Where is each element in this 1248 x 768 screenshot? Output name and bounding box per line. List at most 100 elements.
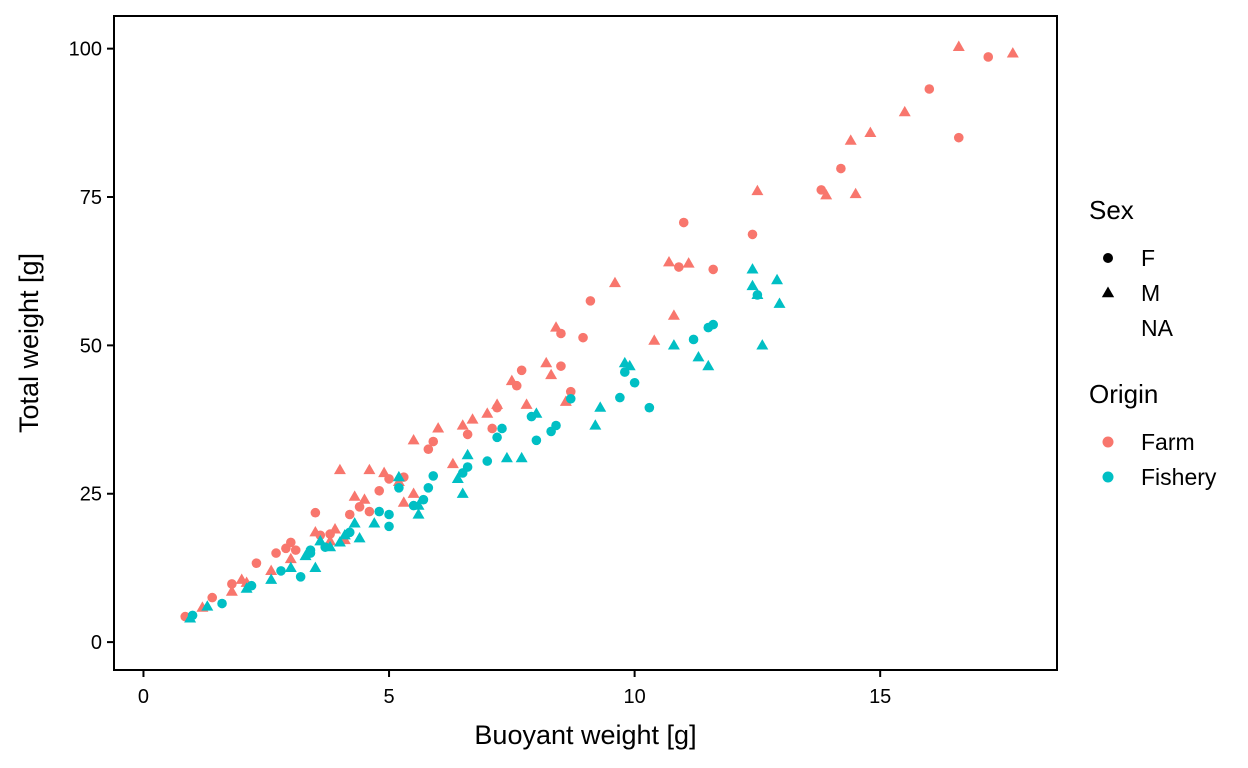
- data-point-fishery-f: [565, 393, 576, 404]
- data-point-farm-m: [491, 398, 504, 409]
- data-point-farm-f: [310, 507, 321, 518]
- data-point-fishery-f: [217, 598, 227, 609]
- y-tick-label: 100: [69, 39, 102, 61]
- data-point-fishery-m: [265, 573, 278, 584]
- data-point-fishery-m: [392, 470, 405, 482]
- data-point-farm-m: [682, 257, 695, 268]
- data-point-fishery-m: [746, 263, 759, 274]
- data-point-farm-f: [251, 558, 262, 568]
- data-point-farm-m: [820, 188, 833, 200]
- legend-symbol-fishery: [1102, 471, 1114, 483]
- data-point-farm-m: [363, 463, 376, 475]
- data-point-farm-f: [556, 361, 566, 371]
- data-point-farm-f: [924, 84, 935, 94]
- data-point-farm-m: [466, 413, 479, 424]
- legend-title-origin: Origin: [1089, 379, 1158, 409]
- data-point-fishery-m: [284, 561, 297, 573]
- legend-symbol-circle: [1103, 253, 1113, 263]
- data-point-farm-m: [751, 184, 764, 196]
- y-axis-title: Total weight [g]: [14, 253, 44, 433]
- data-point-farm-m: [663, 255, 675, 267]
- data-point-fishery-f: [428, 471, 439, 481]
- data-point-farm-m: [608, 276, 621, 288]
- data-point-fishery-f: [418, 494, 429, 505]
- data-point-farm-f: [462, 429, 473, 440]
- data-point-farm-m: [432, 422, 445, 433]
- data-point-fishery-m: [184, 612, 197, 623]
- data-point-farm-f: [271, 548, 281, 558]
- data-point-farm-m: [952, 40, 965, 51]
- data-point-farm-f: [207, 592, 218, 603]
- legend-symbol-triangle: [1101, 286, 1115, 298]
- data-point-farm-m: [1006, 47, 1019, 58]
- data-point-farm-m: [898, 105, 911, 117]
- data-point-fishery-m: [589, 419, 602, 430]
- data-point-fishery-m: [412, 508, 425, 519]
- legend-label-origin: Fishery: [1141, 464, 1217, 490]
- data-point-farm-m: [284, 552, 297, 564]
- data-point-farm-m: [333, 463, 346, 475]
- data-point-fishery-m: [594, 401, 607, 412]
- data-point-fishery-m: [773, 297, 786, 308]
- x-tick-label: 15: [869, 686, 891, 708]
- data-point-fishery-f: [384, 521, 394, 532]
- data-point-farm-f: [816, 185, 827, 195]
- data-point-farm-m: [550, 321, 563, 332]
- data-point-farm-m: [849, 187, 862, 199]
- x-tick-label: 5: [383, 686, 394, 708]
- data-point-fishery-f: [546, 426, 556, 437]
- data-point-fishery-m: [314, 534, 327, 546]
- data-point-farm-f: [565, 386, 576, 397]
- legend-label-sex: M: [1141, 280, 1160, 306]
- data-point-farm-f: [674, 262, 684, 272]
- data-point-fishery-m: [299, 549, 312, 561]
- data-point-farm-m: [545, 368, 558, 380]
- legend: Sex Origin FM NA Farm Fishery: [1089, 195, 1217, 490]
- data-point-fishery-f: [276, 566, 286, 576]
- data-point-fishery-f: [394, 483, 404, 493]
- data-point-fishery-m: [667, 339, 680, 350]
- data-point-fishery-f: [629, 377, 640, 388]
- data-point-fishery-m: [751, 288, 764, 300]
- legend-label-sex: F: [1141, 245, 1155, 271]
- data-point-farm-f: [364, 506, 375, 517]
- data-point-fishery-m: [333, 536, 346, 547]
- data-point-farm-f: [516, 365, 527, 376]
- legend-title-sex: Sex: [1089, 195, 1134, 225]
- data-point-farm-f: [227, 579, 237, 589]
- data-point-farm-f: [678, 217, 689, 228]
- data-point-fishery-f: [384, 509, 394, 520]
- data-point-fishery-m: [515, 451, 528, 463]
- data-point-farm-f: [585, 296, 596, 306]
- data-point-fishery-m: [771, 273, 784, 285]
- data-point-farm-f: [836, 163, 846, 174]
- data-point-farm-m: [446, 457, 459, 469]
- data-point-fishery-f: [492, 432, 502, 443]
- data-point-fishery-f: [482, 456, 493, 466]
- plot-panel-border: [113, 15, 1058, 671]
- data-point-fishery-f: [423, 483, 434, 493]
- data-point-fishery-m: [338, 528, 351, 540]
- data-point-fishery-f: [497, 423, 507, 434]
- data-point-fishery-m: [368, 517, 381, 528]
- data-point-farm-m: [559, 395, 572, 406]
- data-point-farm-m: [324, 534, 337, 546]
- data-point-farm-m: [648, 334, 661, 345]
- data-point-farm-m: [520, 398, 533, 409]
- data-point-farm-m: [225, 585, 238, 596]
- data-point-farm-m: [407, 487, 420, 498]
- data-point-fishery-m: [461, 448, 474, 460]
- data-point-fishery-f: [374, 506, 385, 517]
- data-point-fishery-m: [353, 531, 366, 543]
- data-point-fishery-m: [201, 600, 214, 611]
- data-point-farm-f: [487, 423, 497, 434]
- points-layer: [180, 40, 1019, 623]
- data-point-farm-m: [481, 407, 494, 418]
- data-point-farm-f: [286, 537, 296, 548]
- data-point-fishery-m: [756, 339, 769, 350]
- data-point-fishery-m: [746, 279, 759, 291]
- legend-label-origin: Farm: [1141, 429, 1195, 455]
- data-point-farm-m: [864, 126, 877, 138]
